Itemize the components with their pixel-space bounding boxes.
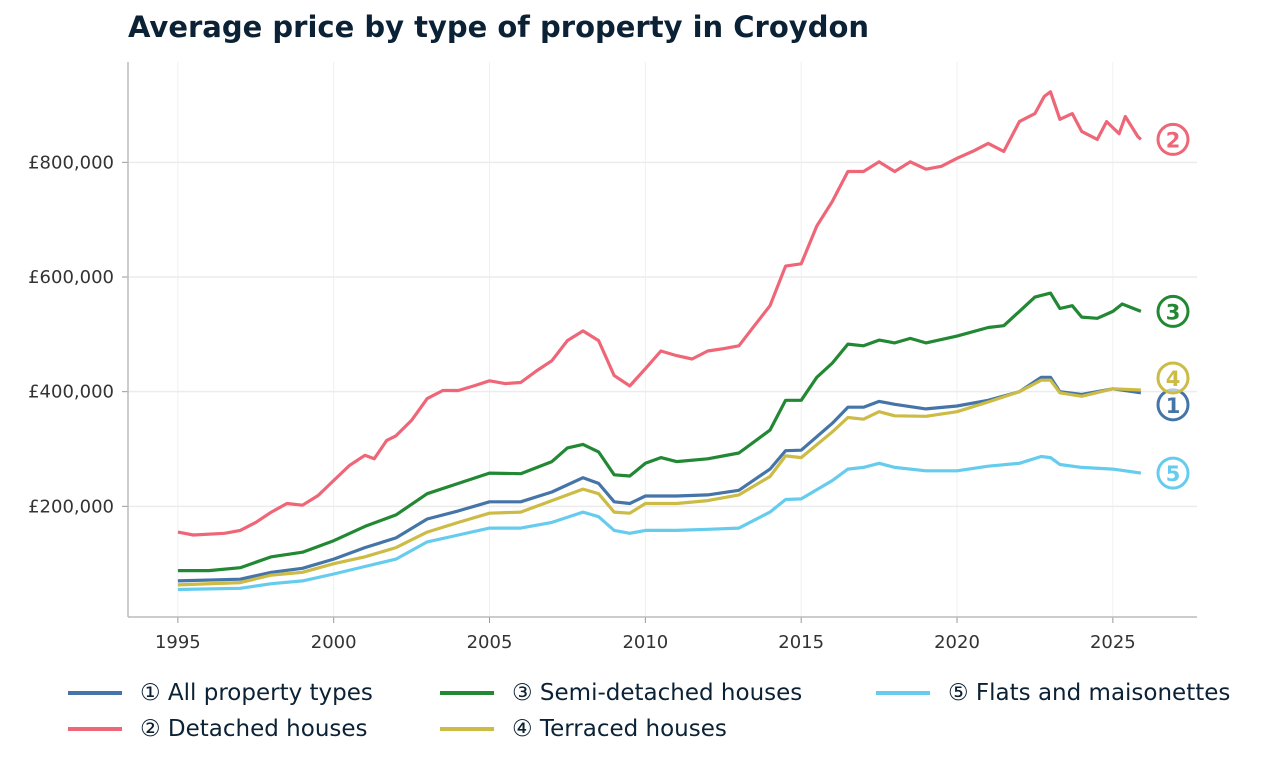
end-label: 1 <box>1166 394 1181 418</box>
series-line-1 <box>177 375 1142 583</box>
legend-label: ③ Semi-detached houses <box>512 680 803 706</box>
chart-title: Average price by type of property in Cro… <box>128 10 870 44</box>
x-tick-label: 2025 <box>1090 632 1136 653</box>
x-tick-label: 1995 <box>155 632 201 653</box>
end-label: 3 <box>1166 300 1181 324</box>
series-line-4 <box>177 378 1141 587</box>
end-label-circle <box>1156 456 1190 490</box>
y-tick-label: £800,000 <box>28 152 114 173</box>
x-tick-label: 2010 <box>622 632 668 653</box>
legend-label: ④ Terraced houses <box>512 716 727 742</box>
legend-swatch <box>68 727 122 731</box>
legend-item: ② Detached houses <box>68 716 368 742</box>
legend-item: ① All property types <box>68 680 373 706</box>
y-tick-label: £400,000 <box>28 382 114 403</box>
legend-swatch <box>876 691 930 695</box>
x-tick-label: 2015 <box>778 632 824 653</box>
x-tick-label: 2020 <box>934 632 980 653</box>
end-label: 2 <box>1166 128 1181 152</box>
series-line-2 <box>177 90 1142 537</box>
end-label: 5 <box>1166 462 1181 486</box>
x-tick-label: 2005 <box>467 632 513 653</box>
legend-item: ④ Terraced houses <box>440 716 727 742</box>
legend-swatch <box>440 727 494 731</box>
end-label: 4 <box>1166 367 1181 391</box>
end-label-circle <box>1156 361 1190 395</box>
end-label-circle <box>1156 294 1190 328</box>
legend-swatch <box>68 691 122 695</box>
series-line-3 <box>177 291 1142 573</box>
y-tick-label: £600,000 <box>28 267 114 288</box>
legend-label: ⑤ Flats and maisonettes <box>948 680 1231 706</box>
legend-swatch <box>440 691 494 695</box>
series-line-5 <box>177 454 1142 592</box>
legend-label: ① All property types <box>140 680 373 706</box>
legend-label: ② Detached houses <box>140 716 368 742</box>
x-tick-label: 2000 <box>311 632 357 653</box>
legend-item: ③ Semi-detached houses <box>440 680 802 706</box>
legend-item: ⑤ Flats and maisonettes <box>876 680 1230 706</box>
y-tick-label: £200,000 <box>28 496 114 517</box>
end-label-circle <box>1156 122 1190 156</box>
